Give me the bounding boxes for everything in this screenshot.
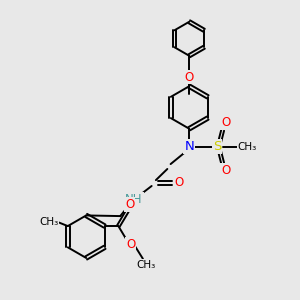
Text: NH: NH: [125, 193, 143, 206]
Text: O: O: [126, 238, 135, 250]
Text: O: O: [184, 70, 194, 83]
Text: CH₃: CH₃: [136, 260, 156, 270]
Text: CH₃: CH₃: [39, 217, 58, 227]
Text: N: N: [184, 140, 194, 153]
Text: O: O: [221, 116, 230, 129]
Text: O: O: [175, 176, 184, 189]
Text: O: O: [125, 198, 134, 211]
Text: S: S: [213, 140, 221, 153]
Text: CH₃: CH₃: [238, 142, 257, 152]
Text: O: O: [221, 164, 230, 177]
